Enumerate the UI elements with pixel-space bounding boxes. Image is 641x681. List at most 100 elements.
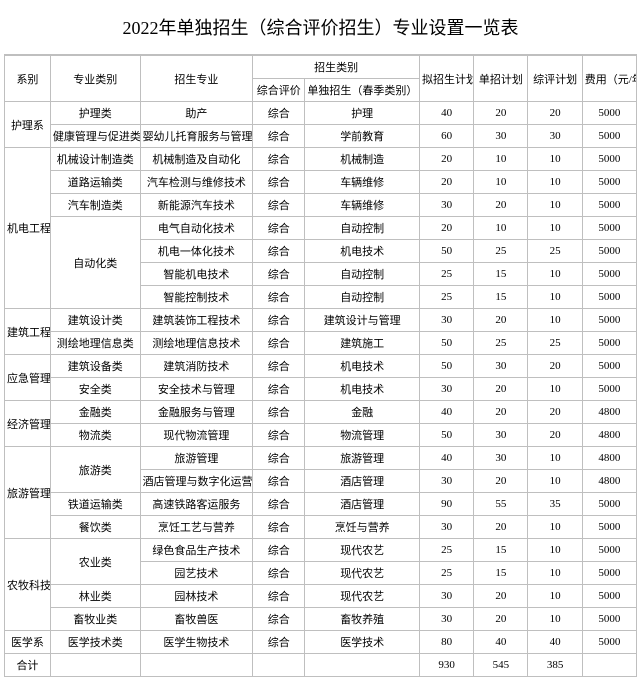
- cell-dplan: 30: [474, 447, 528, 470]
- table-row: 经济管理系金融类金融服务与管理综合金融4020204800: [5, 401, 637, 424]
- cell-zh: 综合: [253, 516, 305, 539]
- cell-dplan: 55: [474, 493, 528, 516]
- table-row: 餐饮类烹饪工艺与营养综合烹饪与营养3020105000: [5, 516, 637, 539]
- cell-major: 绿色食品生产技术: [140, 539, 253, 562]
- cell-fee: 5000: [582, 263, 636, 286]
- cell-dept: 应急管理学院: [5, 355, 51, 401]
- cell-total-plan: 930: [420, 654, 474, 677]
- cell-major: 酒店管理与数字化运营: [140, 470, 253, 493]
- cell-major: 机械制造及自动化: [140, 148, 253, 171]
- cell-dplan: 10: [474, 148, 528, 171]
- cell-plan: 20: [420, 148, 474, 171]
- cell-dz: 机电技术: [305, 378, 420, 401]
- cell-major: 智能控制技术: [140, 286, 253, 309]
- cell-fee: 4800: [582, 447, 636, 470]
- cell-dplan: 20: [474, 516, 528, 539]
- cell-dplan: 30: [474, 125, 528, 148]
- cell-dplan: 15: [474, 286, 528, 309]
- cell-total-dplan: 545: [474, 654, 528, 677]
- cell-fee: 5000: [582, 217, 636, 240]
- cell-major: 汽车检测与维修技术: [140, 171, 253, 194]
- cell-zh: 综合: [253, 608, 305, 631]
- table-header: 系别 专业类别 招生专业 招生类别 拟招生计划 单招计划 综评计划 费用（元/年…: [5, 56, 637, 102]
- cell-zh: 综合: [253, 240, 305, 263]
- page-title: 2022年单独招生（综合评价招生）专业设置一览表: [4, 4, 637, 55]
- majors-table: 系别 专业类别 招生专业 招生类别 拟招生计划 单招计划 综评计划 费用（元/年…: [4, 55, 637, 677]
- cell-zh: 综合: [253, 332, 305, 355]
- cell-dz: 建筑设计与管理: [305, 309, 420, 332]
- cell-zplan: 40: [528, 631, 582, 654]
- cell-dplan: 20: [474, 194, 528, 217]
- cell-zplan: 10: [528, 171, 582, 194]
- table-row: 安全类安全技术与管理综合机电技术3020105000: [5, 378, 637, 401]
- th-dept: 系别: [5, 56, 51, 102]
- cell-zplan: 20: [528, 102, 582, 125]
- cell-empty: [140, 654, 253, 677]
- cell-major: 安全技术与管理: [140, 378, 253, 401]
- cell-fee: 5000: [582, 493, 636, 516]
- cell-major: 现代物流管理: [140, 424, 253, 447]
- cell-fee: 5000: [582, 355, 636, 378]
- cell-fee: 5000: [582, 102, 636, 125]
- cell-category: 物流类: [50, 424, 140, 447]
- cell-plan: 30: [420, 194, 474, 217]
- cell-dz: 机电技术: [305, 240, 420, 263]
- table-row: 林业类园林技术综合现代农艺3020105000: [5, 585, 637, 608]
- cell-dplan: 20: [474, 585, 528, 608]
- cell-dz: 车辆维修: [305, 171, 420, 194]
- cell-fee: 5000: [582, 562, 636, 585]
- cell-category: 机械设计制造类: [50, 148, 140, 171]
- table-row: 机电工程系机械设计制造类机械制造及自动化综合机械制造2010105000: [5, 148, 637, 171]
- cell-category: 测绘地理信息类: [50, 332, 140, 355]
- cell-zh: 综合: [253, 424, 305, 447]
- cell-plan: 25: [420, 286, 474, 309]
- table-row: 自动化类电气自动化技术综合自动控制2010105000: [5, 217, 637, 240]
- cell-zplan: 10: [528, 378, 582, 401]
- th-category: 专业类别: [50, 56, 140, 102]
- cell-fee: 5000: [582, 309, 636, 332]
- cell-plan: 25: [420, 562, 474, 585]
- cell-major: 助产: [140, 102, 253, 125]
- cell-zplan: 10: [528, 470, 582, 493]
- th-major: 招生专业: [140, 56, 253, 102]
- th-enroll-group: 招生类别: [253, 56, 420, 79]
- cell-major: 智能机电技术: [140, 263, 253, 286]
- cell-category: 铁道运输类: [50, 493, 140, 516]
- cell-zplan: 20: [528, 424, 582, 447]
- cell-zh: 综合: [253, 148, 305, 171]
- cell-dplan: 20: [474, 401, 528, 424]
- cell-empty: [305, 654, 420, 677]
- cell-category: 金融类: [50, 401, 140, 424]
- cell-dplan: 40: [474, 631, 528, 654]
- cell-fee: 5000: [582, 148, 636, 171]
- cell-dept: 农牧科技系: [5, 539, 51, 631]
- cell-dept: 建筑工程系: [5, 309, 51, 355]
- cell-plan: 30: [420, 378, 474, 401]
- cell-major: 建筑装饰工程技术: [140, 309, 253, 332]
- cell-dz: 自动控制: [305, 286, 420, 309]
- cell-major: 建筑消防技术: [140, 355, 253, 378]
- cell-category: 汽车制造类: [50, 194, 140, 217]
- cell-zplan: 10: [528, 539, 582, 562]
- cell-category: 林业类: [50, 585, 140, 608]
- cell-plan: 40: [420, 447, 474, 470]
- th-dplan: 单招计划: [474, 56, 528, 102]
- cell-fee: 4800: [582, 470, 636, 493]
- cell-major: 新能源汽车技术: [140, 194, 253, 217]
- th-dz: 单独招生（春季类别）: [305, 79, 420, 102]
- cell-plan: 50: [420, 332, 474, 355]
- cell-dplan: 20: [474, 102, 528, 125]
- cell-dz: 物流管理: [305, 424, 420, 447]
- cell-dz: 现代农艺: [305, 562, 420, 585]
- cell-fee: 5000: [582, 332, 636, 355]
- table-row: 农牧科技系农业类绿色食品生产技术综合现代农艺2515105000: [5, 539, 637, 562]
- cell-category: 健康管理与促进类: [50, 125, 140, 148]
- cell-dplan: 25: [474, 240, 528, 263]
- cell-dz: 畜牧养殖: [305, 608, 420, 631]
- table-row: 旅游管理系旅游类旅游管理综合旅游管理4030104800: [5, 447, 637, 470]
- cell-dplan: 30: [474, 355, 528, 378]
- cell-zh: 综合: [253, 493, 305, 516]
- table-row: 物流类现代物流管理综合物流管理5030204800: [5, 424, 637, 447]
- cell-dz: 酒店管理: [305, 493, 420, 516]
- table-body: 护理系护理类助产综合护理4020205000健康管理与促进类婴幼儿托育服务与管理…: [5, 102, 637, 677]
